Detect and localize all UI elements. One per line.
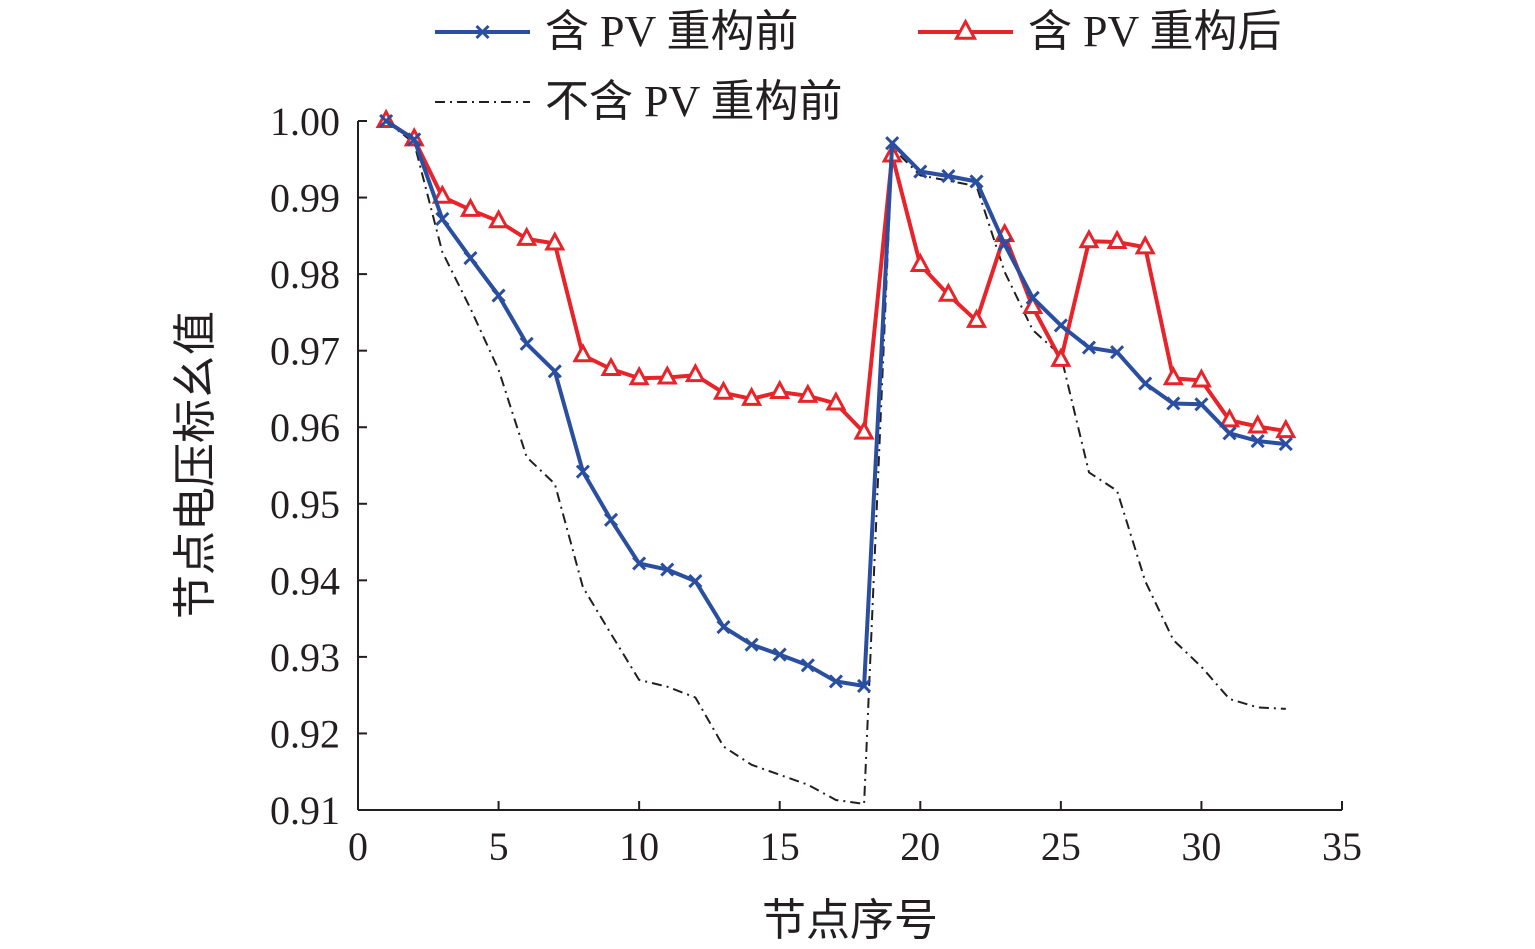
data-point bbox=[1275, 418, 1297, 439]
data-point bbox=[459, 197, 481, 217]
data-point bbox=[1134, 234, 1156, 255]
data-point bbox=[1106, 229, 1128, 249]
data-point bbox=[516, 226, 538, 246]
data-point bbox=[909, 252, 931, 272]
data-point bbox=[797, 383, 819, 403]
data-point bbox=[1219, 407, 1241, 428]
series-layer bbox=[375, 108, 1297, 805]
data-point bbox=[435, 211, 450, 227]
data-point bbox=[828, 674, 844, 689]
data-point bbox=[941, 169, 956, 184]
data-point bbox=[712, 380, 735, 400]
data-point bbox=[800, 658, 815, 673]
data-point bbox=[856, 678, 872, 694]
x-tick-label: 35 bbox=[1322, 824, 1362, 869]
data-point bbox=[1138, 376, 1153, 391]
data-point bbox=[769, 379, 791, 400]
data-point bbox=[488, 208, 510, 229]
data-point bbox=[1078, 228, 1100, 249]
data-point bbox=[600, 356, 622, 377]
data-point bbox=[772, 647, 787, 662]
data-point bbox=[741, 386, 763, 406]
x-tick-label: 20 bbox=[900, 824, 940, 869]
x-axis-title: 节点序号 bbox=[762, 896, 938, 944]
data-point bbox=[572, 342, 594, 363]
x-tick-label: 0 bbox=[348, 824, 368, 869]
data-point bbox=[519, 336, 534, 351]
data-point bbox=[1110, 345, 1125, 360]
data-point bbox=[575, 464, 590, 479]
x-tick-label: 25 bbox=[1041, 824, 1081, 869]
data-point bbox=[744, 637, 759, 652]
y-tick-label: 0.97 bbox=[270, 329, 340, 374]
data-point bbox=[407, 132, 422, 147]
data-point bbox=[937, 282, 959, 302]
data-point bbox=[1022, 294, 1044, 315]
x-tick-label: 30 bbox=[1181, 824, 1221, 869]
data-point bbox=[632, 556, 647, 571]
data-point bbox=[431, 184, 453, 204]
series-line bbox=[385, 120, 1286, 805]
data-point bbox=[603, 512, 619, 527]
data-point bbox=[379, 113, 394, 129]
legend-label: 含 PV 重构前 bbox=[545, 7, 798, 56]
axes: 0 5 10 15 20 25 30 35 0.91 0.92 0.93 0.94 0.95 0.96 0.… bbox=[270, 99, 1362, 869]
data-point bbox=[688, 574, 703, 589]
legend-label: 含 PV 重构后 bbox=[1028, 7, 1281, 56]
data-point bbox=[1222, 426, 1237, 441]
data-point bbox=[969, 174, 984, 189]
legend-entry: 含 PV 重构后 bbox=[918, 7, 1281, 56]
data-point bbox=[656, 365, 678, 385]
data-point bbox=[1166, 396, 1181, 411]
data-point bbox=[1081, 340, 1097, 355]
legend-entry: 含 PV 重构前 bbox=[435, 7, 798, 56]
data-point bbox=[491, 288, 506, 303]
data-point bbox=[1247, 414, 1269, 434]
y-tick-label: 0.96 bbox=[270, 405, 340, 450]
data-point bbox=[475, 24, 490, 40]
data-point bbox=[1025, 290, 1040, 305]
data-point bbox=[885, 136, 900, 151]
data-point bbox=[913, 164, 928, 179]
data-point bbox=[544, 231, 566, 251]
series-group bbox=[385, 120, 1286, 805]
data-point bbox=[1053, 318, 1068, 333]
x-tick-label: 15 bbox=[760, 824, 800, 869]
data-point bbox=[1194, 397, 1209, 412]
y-tick-label: 0.92 bbox=[270, 711, 340, 756]
data-point bbox=[1190, 368, 1212, 388]
data-point bbox=[463, 250, 478, 266]
legend-entry: 不含 PV 重构前 bbox=[435, 77, 842, 126]
data-point bbox=[825, 391, 847, 411]
data-point bbox=[547, 364, 562, 379]
data-point bbox=[1162, 365, 1184, 386]
y-tick-label: 0.94 bbox=[270, 558, 340, 603]
data-point bbox=[716, 619, 731, 635]
y-tick-label: 0.99 bbox=[270, 176, 340, 221]
data-point bbox=[1250, 433, 1265, 449]
x-tick-label: 10 bbox=[619, 824, 659, 869]
x-tick-label: 5 bbox=[489, 824, 509, 869]
data-point bbox=[965, 308, 988, 328]
y-tick-label: 0.91 bbox=[270, 788, 340, 833]
data-point bbox=[997, 237, 1012, 252]
data-point bbox=[628, 365, 650, 386]
y-tick-label: 0.98 bbox=[270, 252, 340, 297]
data-point bbox=[1278, 437, 1293, 452]
data-point bbox=[684, 362, 706, 383]
series-group bbox=[379, 113, 1293, 694]
series-group bbox=[375, 108, 1297, 440]
y-tick-label: 1.00 bbox=[270, 99, 340, 144]
y-tick-label: 0.93 bbox=[270, 635, 340, 680]
legend-label: 不含 PV 重构前 bbox=[545, 77, 842, 126]
data-point bbox=[853, 420, 875, 440]
data-point bbox=[660, 562, 675, 577]
data-point bbox=[1050, 347, 1072, 367]
y-tick-label: 0.95 bbox=[270, 482, 340, 527]
y-axis-title: 节点电压标幺值 bbox=[171, 311, 220, 619]
data-point bbox=[953, 18, 978, 40]
